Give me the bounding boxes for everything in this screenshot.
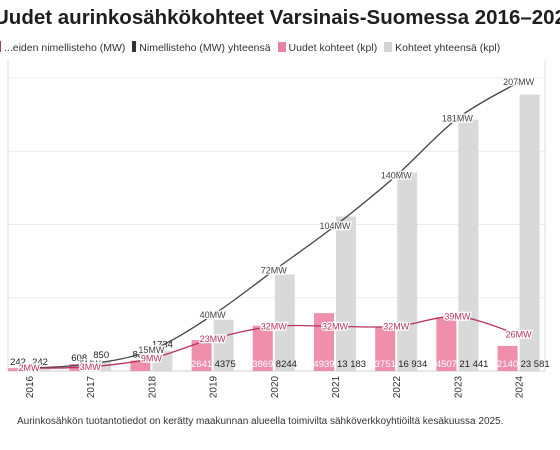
bar-new-count: [375, 327, 396, 371]
line-new-mw-label: 32MW: [322, 321, 349, 331]
bar-total-count: [213, 319, 234, 371]
bar-label-new-count: 2641: [191, 359, 212, 370]
line-total-mw-label: 15MW: [138, 345, 165, 355]
line-total-mw-label: 140MW: [381, 171, 413, 181]
legend-swatch-new-mw: [0, 41, 1, 52]
bar-label-total-count: 16 934: [398, 359, 427, 370]
x-tick-label: 2022: [392, 375, 403, 398]
bar-new-count: [191, 340, 212, 371]
line-total-mw-label: 72MW: [261, 266, 288, 276]
legend-item-total-count[interactable]: Kohteet yhteensä (kpl): [384, 42, 500, 54]
bar-total-count: [30, 368, 50, 371]
line-total-mw-label: 40MW: [200, 310, 227, 320]
bar-label-new-count: 608: [71, 353, 87, 364]
x-tick-label: 2018: [147, 375, 158, 398]
bar-new-count: [252, 325, 273, 371]
bar-label-total-count: 850: [93, 350, 109, 361]
bar-label-total-count: 8244: [276, 359, 297, 370]
chart-title: Uudet aurinkosähkökohteet Varsinais-Suom…: [0, 6, 560, 29]
x-tick-label: 2016: [25, 375, 36, 398]
line-new-mw: [28, 315, 519, 369]
line-new-mw-label: 9MW: [141, 353, 163, 363]
bar-label-new-count: 886: [132, 350, 148, 361]
line-total-mw: [28, 81, 519, 369]
bar-new-count: [8, 368, 28, 371]
line-new-mw-label: 32MW: [383, 321, 410, 331]
x-tick-label: 2023: [453, 375, 464, 398]
legend-swatch-total-count: [384, 42, 393, 52]
bar-label-total-count: 23 581: [521, 359, 550, 370]
legend-swatch-new-count: [277, 42, 286, 52]
line-new-mw-label: 3MW: [80, 362, 102, 372]
bar-label-total-count: 242: [32, 357, 48, 368]
bar-new-count: [436, 318, 457, 371]
bar-new-count: [497, 345, 518, 371]
bar-label-new-count: 2140: [497, 359, 518, 370]
bar-total-count: [519, 94, 540, 371]
legend-label-total-count: Kohteet yhteensä (kpl): [395, 42, 501, 54]
bar-label-total-count: 13 183: [337, 359, 366, 370]
bar-label-total-count: 21 441: [459, 359, 488, 370]
bar-label-new-count: 242: [10, 357, 26, 368]
legend-item-total-mw[interactable]: Nimellisteho (MW) yhteensä: [132, 41, 271, 54]
line-total-mw-label: 181MW: [442, 113, 474, 123]
footnote: Aurinkosähkön tuotantotiedot on kerätty …: [17, 416, 504, 427]
legend: ...eiden nimellisteho (MW) Nimellisteho …: [0, 41, 504, 54]
bar-label-total-count: 4375: [215, 359, 236, 370]
bar-total-count: [274, 274, 295, 371]
legend-item-new-count[interactable]: Uudet kohteet (kpl): [277, 42, 378, 54]
legend-label-total-mw: Nimellisteho (MW) yhteensä: [139, 42, 271, 54]
line-total-mw-label: 207MW: [503, 77, 535, 87]
x-tick-label: 2024: [515, 375, 526, 398]
bar-label-new-count: 3869: [252, 359, 273, 370]
x-tick-label: 2017: [86, 375, 97, 398]
bar-new-count: [130, 360, 151, 371]
legend-swatch-total-mw: [132, 41, 137, 52]
line-new-mw-label: 23MW: [200, 334, 227, 344]
line-new-mw-label: 32MW: [261, 321, 288, 331]
bar-new-count: [314, 313, 334, 371]
bar-label-new-count: 4507: [436, 359, 457, 370]
x-tick-label: 2021: [331, 375, 342, 398]
bar-total-count: [458, 119, 479, 371]
x-tick-label: 2020: [270, 375, 281, 398]
bar-total-count: [152, 350, 173, 371]
line-new-mw-label: 26MW: [506, 330, 533, 340]
line-new-mw-label: 2MW: [19, 363, 41, 373]
legend-item-new-mw[interactable]: ...eiden nimellisteho (MW): [0, 41, 125, 54]
bar-total-count: [397, 172, 418, 371]
legend-label-new-count: Uudet kohteet (kpl): [288, 42, 378, 54]
x-tick-label: 2019: [209, 375, 220, 398]
bar-total-count: [336, 216, 356, 371]
bar-label-new-count: 4939: [313, 359, 334, 370]
bar-label-new-count: 3751: [375, 359, 396, 370]
legend-label-new-mw: ...eiden nimellisteho (MW): [4, 42, 126, 54]
line-new-mw-label: 39MW: [444, 312, 471, 322]
line-total-mw-label: 104MW: [319, 221, 351, 231]
